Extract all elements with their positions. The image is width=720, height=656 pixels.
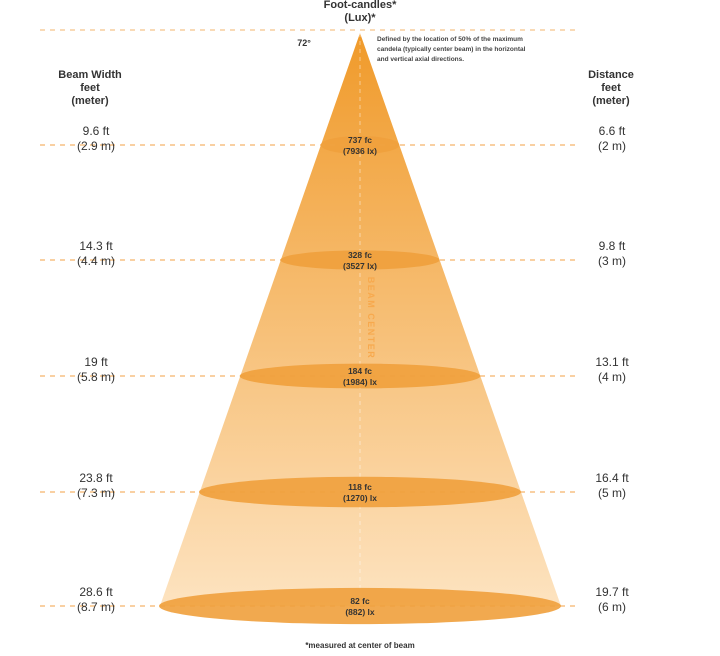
illuminance-ellipse: [159, 587, 561, 625]
illuminance-ellipse: [280, 250, 440, 270]
definition-note-line3: and vertical axial directions.: [377, 56, 464, 63]
light-cone: [160, 33, 561, 606]
distance-heading-line2: feet: [601, 82, 621, 94]
lux-value: (1270) lx: [343, 493, 377, 503]
definition-note-line2: candela (typically center beam) in the h…: [377, 46, 526, 53]
beam-width-feet: 23.8 ft: [79, 471, 113, 485]
beam-width-heading-line2: feet: [80, 82, 100, 94]
beam-center-label: BEAM CENTER: [366, 277, 376, 360]
footcandle-value: 737 fc: [348, 135, 372, 145]
distance-feet: 6.6 ft: [599, 124, 626, 138]
beam-width-feet: 14.3 ft: [79, 239, 113, 253]
beam-width-heading-line3: (meter): [71, 95, 109, 107]
footcandle-value: 184 fc: [348, 366, 372, 376]
beam-width-meters: (8.7 m): [77, 600, 115, 614]
distance-meters: (5 m): [598, 486, 626, 500]
lux-value: (882) lx: [345, 607, 375, 617]
beam-width-feet: 19 ft: [84, 355, 108, 369]
lux-value: (3527 lx): [343, 261, 377, 271]
beam-width-heading-line1: Beam Width: [58, 69, 122, 81]
beam-width-meters: (7.3 m): [77, 486, 115, 500]
footcandle-value: 328 fc: [348, 250, 372, 260]
illuminance-ellipse: [239, 363, 481, 389]
distance-heading-line3: (meter): [592, 95, 630, 107]
distance-feet: 16.4 ft: [595, 471, 629, 485]
illuminance-ellipse: [198, 476, 522, 508]
distance-meters: (4 m): [598, 370, 626, 384]
footcandle-value: 82 fc: [350, 596, 370, 606]
beam-angle-label: 72°: [297, 38, 311, 48]
distance-feet: 9.8 ft: [599, 239, 626, 253]
distance-meters: (2 m): [598, 139, 626, 153]
illuminance-ellipse: [320, 136, 400, 154]
beam-width-feet: 9.6 ft: [83, 124, 110, 138]
beam-width-feet: 28.6 ft: [79, 585, 113, 599]
distance-meters: (6 m): [598, 600, 626, 614]
distance-feet: 19.7 ft: [595, 585, 629, 599]
footcandle-value: 118 fc: [348, 482, 372, 492]
chart-title-line2: (Lux)*: [344, 12, 376, 24]
chart-title-line1: Foot-candles*: [324, 0, 397, 11]
distance-feet: 13.1 ft: [595, 355, 629, 369]
beam-width-meters: (5.8 m): [77, 370, 115, 384]
lux-value: (7936 lx): [343, 146, 377, 156]
definition-note-line1: Defined by the location of 50% of the ma…: [377, 36, 523, 43]
footnote: *measured at center of beam: [305, 641, 414, 650]
distance-meters: (3 m): [598, 254, 626, 268]
beam-width-meters: (2.9 m): [77, 139, 115, 153]
lux-value: (1984) lx: [343, 377, 377, 387]
beam-width-meters: (4.4 m): [77, 254, 115, 268]
distance-heading-line1: Distance: [588, 69, 634, 81]
